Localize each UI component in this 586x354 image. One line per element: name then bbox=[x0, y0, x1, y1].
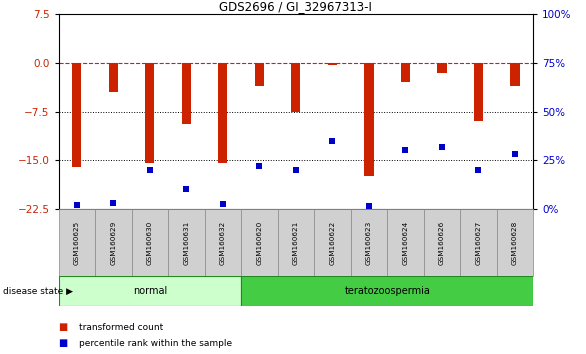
Bar bbox=[59, 276, 241, 306]
Text: GSM160626: GSM160626 bbox=[439, 220, 445, 265]
Text: GSM160623: GSM160623 bbox=[366, 220, 372, 265]
Bar bbox=[168, 209, 205, 276]
Text: ■: ■ bbox=[59, 338, 68, 348]
Bar bbox=[510, 63, 520, 86]
Text: GSM160627: GSM160627 bbox=[475, 220, 482, 265]
Bar bbox=[314, 209, 350, 276]
Text: ■: ■ bbox=[59, 322, 68, 332]
Bar bbox=[460, 209, 497, 276]
Bar bbox=[278, 209, 314, 276]
Text: GSM160632: GSM160632 bbox=[220, 220, 226, 265]
Bar bbox=[424, 209, 460, 276]
Bar bbox=[219, 63, 227, 164]
Bar bbox=[109, 63, 118, 92]
Bar bbox=[95, 209, 132, 276]
Text: GSM160621: GSM160621 bbox=[293, 220, 299, 265]
Bar bbox=[291, 63, 301, 112]
Bar bbox=[255, 63, 264, 86]
Bar bbox=[241, 276, 533, 306]
Text: GSM160631: GSM160631 bbox=[183, 220, 189, 265]
Bar bbox=[497, 209, 533, 276]
Bar bbox=[364, 63, 373, 176]
Text: GSM160624: GSM160624 bbox=[403, 220, 408, 265]
Bar bbox=[437, 63, 447, 73]
Text: GSM160620: GSM160620 bbox=[257, 220, 263, 265]
Bar bbox=[387, 209, 424, 276]
Text: disease state ▶: disease state ▶ bbox=[3, 287, 73, 296]
Text: GSM160629: GSM160629 bbox=[110, 220, 117, 265]
Bar bbox=[59, 209, 95, 276]
Bar bbox=[350, 209, 387, 276]
Bar bbox=[182, 63, 191, 125]
Bar bbox=[145, 63, 155, 164]
Bar bbox=[205, 209, 241, 276]
Bar bbox=[132, 209, 168, 276]
Text: teratozoospermia: teratozoospermia bbox=[344, 286, 430, 296]
Text: GSM160625: GSM160625 bbox=[74, 220, 80, 265]
Text: GSM160622: GSM160622 bbox=[329, 220, 335, 265]
Bar bbox=[328, 63, 337, 65]
Bar bbox=[474, 63, 483, 121]
Text: transformed count: transformed count bbox=[79, 323, 163, 332]
Text: GSM160628: GSM160628 bbox=[512, 220, 518, 265]
Bar bbox=[401, 63, 410, 82]
Text: normal: normal bbox=[133, 286, 167, 296]
Bar bbox=[241, 209, 278, 276]
Text: percentile rank within the sample: percentile rank within the sample bbox=[79, 339, 232, 348]
Text: GSM160630: GSM160630 bbox=[147, 220, 153, 265]
Title: GDS2696 / GI_32967313-I: GDS2696 / GI_32967313-I bbox=[220, 0, 372, 13]
Bar bbox=[72, 63, 81, 167]
